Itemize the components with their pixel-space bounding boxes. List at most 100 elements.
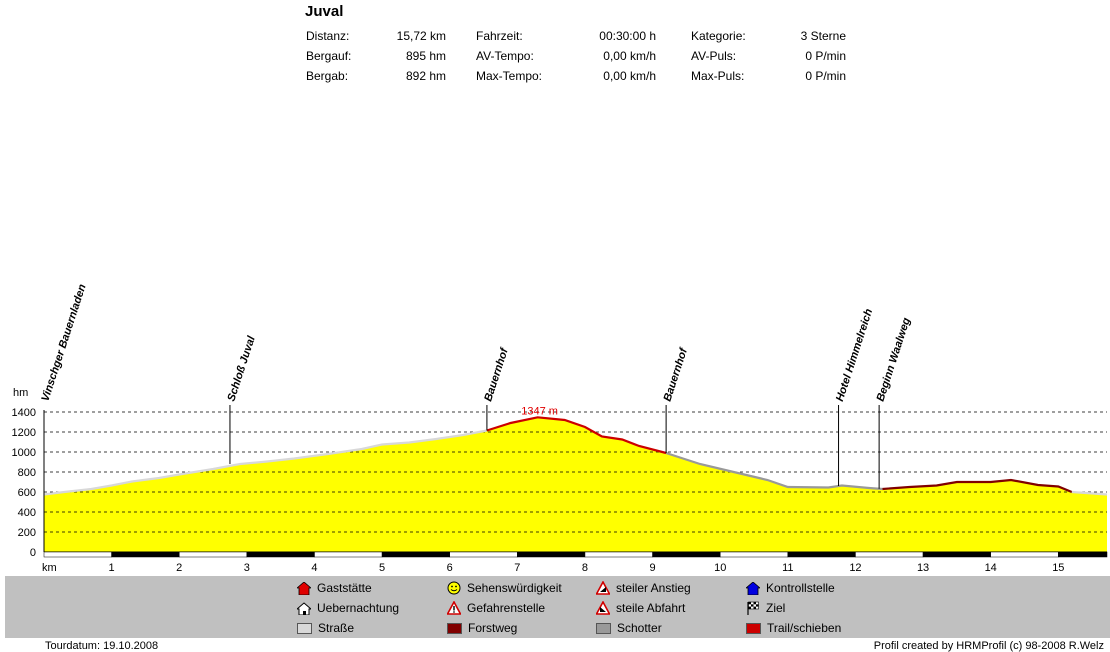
x-tick-label: 6 [447, 562, 453, 574]
surface-line [665, 451, 883, 491]
km-scale-block [381, 551, 450, 558]
legend-label: Sehenswürdigkeit [467, 581, 562, 595]
warning-icon [447, 601, 461, 615]
km-scale-block [1058, 551, 1108, 558]
km-scale-block [719, 551, 789, 558]
km-scale-block [990, 551, 1059, 558]
km-scale-block [246, 551, 315, 558]
x-tick-label: 8 [582, 562, 588, 574]
peak-elevation-label: 1347 m [521, 405, 558, 417]
km-scale-block [922, 551, 991, 558]
y-tick-label: 1400 [12, 407, 36, 419]
legend-label: Ziel [766, 601, 786, 615]
steep-ascent-icon [596, 581, 610, 595]
y-tick-label: 800 [18, 467, 36, 479]
km-scale-block [517, 551, 586, 558]
legend-item: Sehenswürdigkeit [447, 581, 562, 595]
legend-label: Forstweg [468, 621, 518, 635]
x-tick-label: 7 [514, 562, 520, 574]
stat-label: AV-Tempo: [476, 49, 534, 63]
y-tick-label: 1000 [12, 447, 36, 459]
legend-item: Schotter [596, 621, 662, 635]
legend-item: Gefahrenstelle [447, 601, 545, 615]
surface-line [882, 478, 1073, 494]
x-tick-label: 14 [985, 562, 997, 574]
x-tick-label: 5 [379, 562, 385, 574]
stat-value: 895 hm [405, 49, 446, 63]
legend-item: steile Abfahrt [596, 601, 685, 615]
legend-label: steiler Anstieg [616, 581, 691, 595]
x-tick-label: 15 [1052, 562, 1064, 574]
x-tick-label: 2 [176, 562, 182, 574]
x-tick-label: 10 [714, 562, 726, 574]
legend-item: steiler Anstieg [596, 581, 691, 595]
km-scale-block [178, 551, 248, 558]
km-scale-block [787, 551, 856, 558]
waypoint-label: Beginn Waalweg [875, 316, 913, 403]
km-scale-block [584, 551, 653, 558]
y-tick-label: 200 [18, 527, 36, 539]
y-tick-label: 0 [30, 547, 36, 559]
legend-label: Gefahrenstelle [467, 601, 546, 615]
x-tick-label: 4 [311, 562, 317, 574]
legend-label: Gaststätte [317, 581, 372, 595]
legend-label: Uebernachtung [317, 601, 400, 615]
stat-label: Kategorie: [691, 29, 746, 43]
stat-label: AV-Puls: [691, 49, 737, 63]
elevation-area [44, 417, 1107, 552]
stat-value: 0 P/min [805, 49, 846, 63]
swatch-icon [447, 622, 462, 634]
legend-item: Trail/schieben [746, 621, 841, 635]
steep-descent-icon [596, 601, 610, 615]
km-scale-block [314, 551, 383, 558]
waypoint-label: Vinschger Bauernladen [39, 282, 88, 402]
waypoint-label: Hotel Himmelreich [834, 307, 875, 403]
legend-label: Schotter [617, 621, 662, 635]
swatch-icon [746, 622, 761, 634]
legend-item: Uebernachtung [297, 601, 399, 615]
legend-label: Trail/schieben [767, 621, 842, 635]
legend-label: Straße [318, 621, 355, 635]
stat-label: Max-Puls: [691, 69, 745, 83]
x-tick-label: 11 [782, 562, 793, 574]
surface-line [43, 429, 488, 496]
surface-line [486, 416, 667, 455]
legend-item: Ziel [746, 601, 785, 615]
x-tick-label: 1 [109, 562, 115, 574]
swatch-icon [596, 622, 611, 634]
stat-value: 0 P/min [805, 69, 846, 83]
legend-item: Forstweg [447, 621, 517, 635]
x-axis-label: km [42, 562, 57, 574]
legend-label: steile Abfahrt [616, 601, 686, 615]
waypoint-label: Bauernhof [482, 346, 511, 403]
km-scale-block [43, 551, 112, 558]
legend-item: Kontrollstelle [746, 581, 835, 595]
credit-text: Profil created by HRMProfil (c) 98-2008 … [873, 640, 1104, 652]
km-scale-block [855, 551, 924, 558]
y-axis-label: hm [13, 387, 28, 399]
stat-label: Max-Tempo: [476, 69, 543, 83]
stat-label: Bergauf: [306, 49, 352, 63]
x-tick-label: 9 [650, 562, 656, 574]
stat-label: Fahrzeit: [476, 29, 523, 43]
stat-label: Bergab: [306, 69, 349, 83]
stat-value: 00:30:00 h [599, 29, 656, 43]
legend-label: Kontrollstelle [766, 581, 835, 595]
stat-value: 892 hm [405, 69, 446, 83]
km-scale-block [111, 551, 180, 558]
km-scale-block [652, 551, 721, 558]
house-icon [297, 601, 311, 615]
y-tick-label: 1200 [12, 427, 36, 439]
x-tick-label: 12 [849, 562, 861, 574]
tour-date: Tourdatum: 19.10.2008 [45, 640, 159, 652]
y-tick-label: 600 [18, 487, 36, 499]
legend-panel: Gaststätte Uebernachtung Straße Sehenswü… [5, 576, 1110, 638]
stat-label: Distanz: [306, 29, 350, 43]
stat-value: 0,00 km/h [603, 49, 656, 63]
stat-value: 15,72 km [396, 29, 446, 43]
red-house-icon [297, 581, 311, 595]
finish-flag-icon [747, 601, 759, 615]
km-scale-block [449, 551, 518, 558]
legend-item: Straße [297, 621, 354, 635]
